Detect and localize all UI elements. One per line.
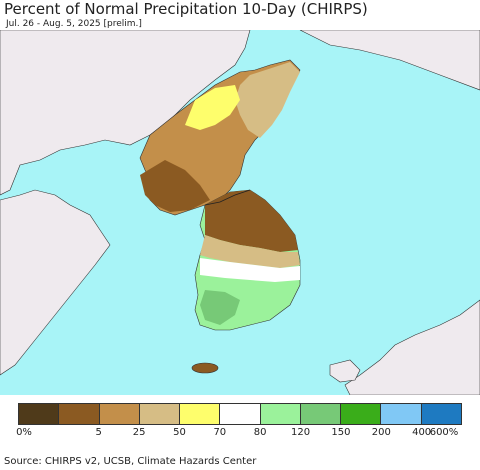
legend: 0% 5 25 50 70 80 120 150 200 400 600% [0,400,480,445]
legend-tick-label: 120 [290,427,311,438]
legend-swatch [341,404,382,424]
nk-west-dark [140,160,210,212]
legend-swatch [99,404,140,424]
legend-swatch [19,404,60,424]
japan-land [344,299,480,395]
precipitation-map [0,30,480,395]
russia-land [299,30,480,91]
nk-northeast-tan [235,62,300,138]
sk-green-south [200,290,240,325]
legend-swatch [421,404,461,424]
sk-white-band [200,258,300,282]
map-title: Percent of Normal Precipitation 10-Day (… [4,0,368,18]
legend-tick-label: 200 [371,427,391,438]
legend-swatch [260,404,301,424]
legend-swatch [139,404,181,424]
legend-tick-label: 80 [253,427,267,438]
sk-tan-band [200,235,300,268]
legend-swatch [59,404,100,424]
legend-colorbar [18,403,462,425]
legend-swatch [220,404,261,424]
source-text: Source: CHIRPS v2, UCSB, Climate Hazards… [4,456,257,467]
legend-swatch [180,404,221,424]
legend-tick-label: 25 [132,427,146,438]
china-land [0,30,251,196]
legend-tick-label: 70 [213,427,227,438]
legend-swatch [300,404,342,424]
china-land-south [0,189,111,376]
legend-tick-label: 400 [412,427,432,438]
sk-dark-north [205,190,298,252]
map-subtitle: Jul. 26 - Aug. 5, 2025 [prelim.] [6,19,142,29]
legend-swatch [381,404,422,424]
legend-tick-label: 0% [16,427,32,438]
legend-tick-label: 50 [173,427,186,438]
legend-tick-label: 5 [95,427,102,438]
japan-island [329,359,361,383]
nk-yellow [185,85,240,130]
legend-tick-label: 600% [429,427,459,438]
legend-tick-label: 150 [331,427,351,438]
jeju-island [191,362,219,374]
dmz-border [204,189,251,206]
